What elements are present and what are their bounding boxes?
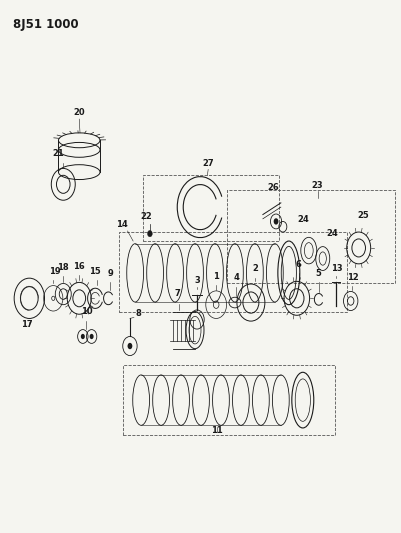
- Text: 20: 20: [73, 108, 85, 117]
- Text: 15: 15: [89, 267, 101, 276]
- Circle shape: [89, 334, 93, 339]
- Text: 24: 24: [326, 229, 338, 238]
- Text: 13: 13: [330, 264, 342, 273]
- Text: 7: 7: [174, 289, 180, 298]
- Circle shape: [273, 218, 278, 224]
- Text: 26: 26: [266, 183, 278, 192]
- Text: 12: 12: [346, 273, 358, 282]
- Text: 16: 16: [73, 262, 85, 271]
- Bar: [143, 175, 278, 241]
- Circle shape: [147, 230, 152, 237]
- Text: 27: 27: [202, 159, 213, 168]
- Text: 8: 8: [136, 310, 141, 318]
- Text: 21: 21: [53, 149, 64, 158]
- Text: 14: 14: [116, 220, 128, 229]
- Text: 23: 23: [310, 181, 322, 190]
- Text: 18: 18: [57, 263, 69, 272]
- Text: 1: 1: [213, 272, 219, 281]
- Text: 2: 2: [252, 264, 258, 273]
- Text: 25: 25: [357, 212, 369, 220]
- Bar: [119, 232, 346, 312]
- Bar: [123, 365, 334, 434]
- Text: 17: 17: [22, 320, 33, 329]
- Text: 19: 19: [49, 267, 61, 276]
- Text: 9: 9: [107, 269, 113, 278]
- Text: 6: 6: [295, 260, 301, 269]
- Text: 3: 3: [194, 276, 199, 285]
- Circle shape: [81, 334, 85, 339]
- Text: 10: 10: [81, 308, 92, 317]
- Text: 11: 11: [211, 426, 222, 435]
- Text: 22: 22: [140, 212, 152, 221]
- Text: 5: 5: [315, 269, 321, 278]
- Circle shape: [127, 343, 132, 349]
- Text: 4: 4: [233, 273, 239, 282]
- Text: 24: 24: [296, 215, 308, 224]
- Text: 8J51 1000: 8J51 1000: [13, 18, 79, 31]
- Bar: [227, 190, 394, 284]
